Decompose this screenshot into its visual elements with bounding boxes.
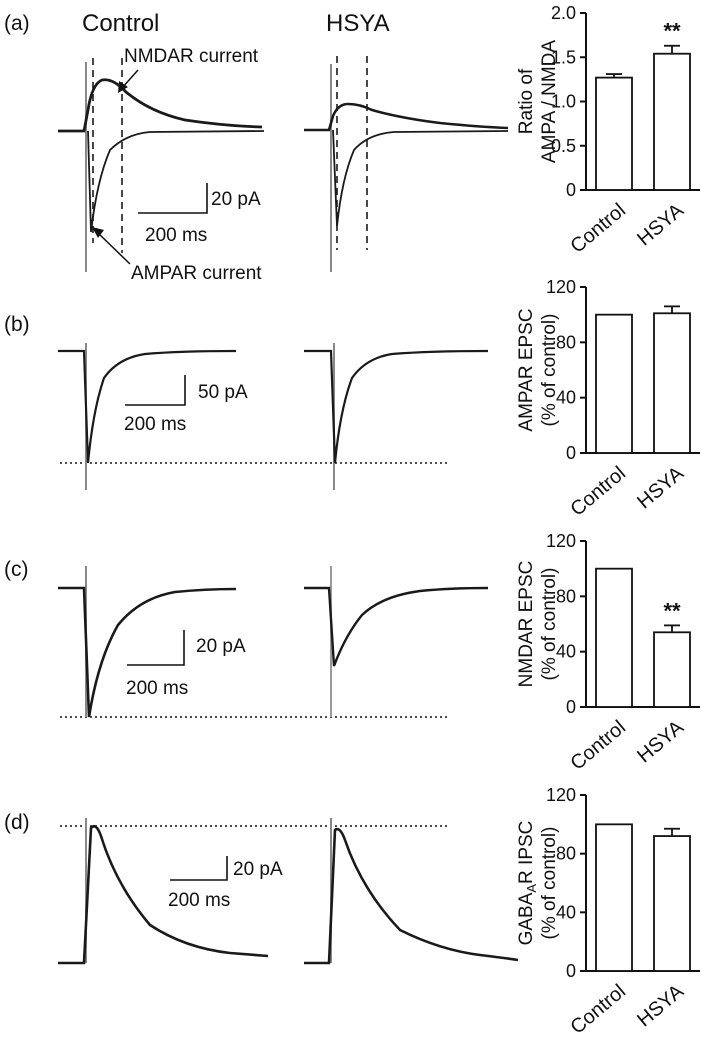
panel-c: (c) 20 pA 200 ms	[4, 558, 489, 718]
y-tick-label: 0.5	[551, 136, 576, 156]
nmdar-epsc-trace	[304, 586, 489, 667]
x-category-label: HSYA	[633, 980, 688, 1031]
y-axis-label: NMDAR EPSC	[516, 561, 537, 688]
bar-hsya	[653, 835, 691, 972]
y-tick-label: 1.0	[551, 92, 576, 112]
y-tick-label: 40	[556, 388, 576, 408]
nmdar-epsc-trace	[58, 586, 237, 718]
y-tick-label: 80	[556, 332, 576, 352]
x-category-label: HSYA	[633, 199, 688, 250]
scale-bar: 50 pA 200 ms	[124, 375, 248, 435]
bar-control	[595, 567, 633, 708]
y-axis-label: AMPAR EPSC	[516, 308, 537, 431]
panel-label: (b)	[4, 313, 30, 336]
y-tick-label: 120	[546, 531, 576, 551]
panel-d: (d) 20 pA 200 ms	[4, 811, 519, 965]
bar-control	[595, 76, 633, 191]
annotation-ampar-current: AMPAR current	[131, 263, 262, 284]
y-axis-label: (% of control)	[539, 827, 560, 940]
y-axis-label: GABAAR IPSC	[516, 821, 539, 946]
scale-bar-vertical-label: 50 pA	[198, 382, 248, 403]
panel-label: (a)	[4, 12, 30, 35]
scale-bar: 20 pA 200 ms	[126, 630, 246, 699]
bar-charts: 0 0.5 1.0 1.5 2.0 Control ** HSYA Ratio of AMPA /…	[516, 3, 700, 1038]
y-tick-label: 40	[556, 642, 576, 662]
hsya-traces	[304, 343, 489, 490]
bar-hsya	[653, 312, 691, 454]
ampar-epsc-trace	[304, 349, 489, 464]
group-label-control: Control	[82, 10, 159, 37]
group-label-hsya: HSYA	[326, 10, 390, 37]
ampar-trace-at-negative	[332, 129, 509, 227]
gaba-ipsc-trace	[58, 824, 269, 965]
y-tick-label: 2.0	[551, 3, 576, 23]
panel-a: (a) Control HSYA NMDAR current AMPAR cur…	[4, 10, 509, 284]
y-axis-label: Ratio of	[516, 68, 537, 134]
panel-label: (c)	[4, 558, 29, 581]
scale-bar-horizontal-label: 200 ms	[145, 225, 207, 246]
bar-chart-4: 0 40 80 120 Control HSYA GABAAR IPSC (% of cont…	[516, 785, 700, 1038]
hsya-traces	[304, 566, 489, 717]
scale-bar-horizontal-label: 200 ms	[168, 890, 230, 911]
panel-label: (d)	[4, 811, 30, 834]
y-tick-label: 0	[566, 961, 576, 981]
scale-bar-vertical-label: 20 pA	[233, 859, 283, 880]
bar-chart-3: 0 40 80 120 Control ** HSYA NMDAR EPSC (% of con…	[516, 531, 700, 775]
y-tick-label: 80	[556, 844, 576, 864]
x-category-label: HSYA	[633, 462, 688, 513]
y-tick-label: 40	[556, 902, 576, 922]
control-traces	[58, 58, 265, 272]
scale-bar-horizontal-label: 200 ms	[124, 414, 186, 435]
control-traces	[58, 818, 269, 965]
y-tick-label: 80	[556, 586, 576, 606]
y-tick-label: 1.5	[551, 47, 576, 67]
bar-hsya	[653, 631, 691, 708]
y-tick-label: 120	[546, 785, 576, 805]
bar-chart-2: 0 40 80 120 Control HSYA AMPAR EPSC (% of contr…	[516, 277, 700, 521]
arrow-head	[118, 81, 128, 93]
y-axis-label: (% of control)	[539, 568, 560, 681]
y-tick-label: 120	[546, 277, 576, 297]
significance-marker: **	[663, 598, 681, 623]
bar-hsya	[653, 52, 691, 191]
arrow-head	[92, 227, 104, 238]
ampar-trace-at-negative	[87, 130, 265, 233]
y-axis-label: AMPA / NMDA	[539, 40, 560, 163]
annotation-arrow	[96, 231, 131, 265]
gaba-ipsc-trace	[304, 827, 519, 965]
x-category-label: Control	[566, 462, 630, 520]
nmdar-trace-at-positive	[58, 78, 263, 133]
control-traces	[58, 343, 237, 490]
y-axis-label: (% of control)	[539, 314, 560, 427]
scale-bar-vertical-label: 20 pA	[211, 189, 261, 210]
panel-b: (b) 50 pA 200 ms	[4, 313, 489, 490]
scale-bar: 20 pA 200 ms	[138, 183, 261, 246]
x-category-label: Control	[566, 199, 630, 257]
x-category-label: Control	[566, 716, 630, 774]
ampar-epsc-trace	[58, 349, 237, 464]
scale-bar: 20 pA 200 ms	[168, 856, 283, 911]
hsya-traces	[304, 818, 519, 965]
x-category-label: Control	[566, 980, 630, 1038]
x-category-label: HSYA	[633, 716, 688, 767]
control-traces	[58, 566, 237, 718]
annotation-nmdar-current: NMDAR current	[124, 46, 259, 67]
hsya-traces	[304, 56, 509, 272]
bar-chart-1: 0 0.5 1.0 1.5 2.0 Control ** HSYA Ratio of AMPA /…	[516, 3, 700, 258]
y-tick-label: 0	[566, 697, 576, 717]
y-tick-label: 0	[566, 180, 576, 200]
scale-bar-horizontal-label: 200 ms	[126, 678, 188, 699]
nmdar-trace-at-positive	[304, 102, 509, 132]
scale-bar-vertical-label: 20 pA	[196, 636, 246, 657]
y-tick-label: 0	[566, 443, 576, 463]
bar-control	[595, 823, 633, 972]
bar-control	[595, 313, 633, 454]
significance-marker: **	[663, 19, 681, 44]
